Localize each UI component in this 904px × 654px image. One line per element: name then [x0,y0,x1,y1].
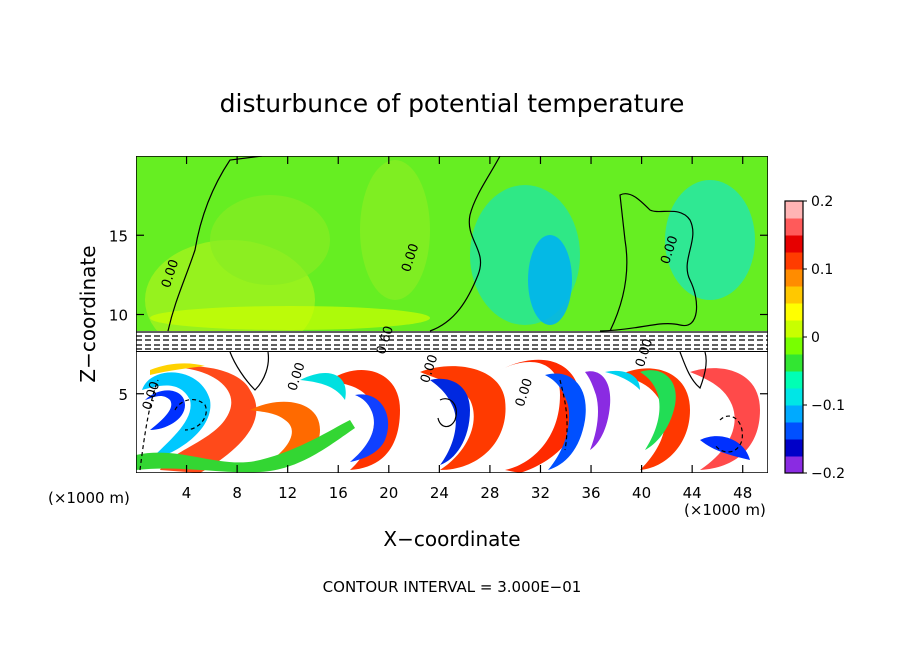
z-tick-label: 10 [109,307,128,325]
red-plume-1 [150,366,257,473]
colorbar-swatch [785,354,803,372]
green-band [136,420,355,473]
colorbar-swatch [785,218,803,236]
warm-patch-left-top [210,195,330,285]
x-tick-label: 12 [278,484,297,502]
red-plume-6 [690,368,760,470]
z-tick-label: 15 [109,227,128,245]
blue-plume-6 [700,436,750,460]
x-tick-label: 24 [430,484,449,502]
colorbar-swatch [785,235,803,253]
plot-area [136,156,768,473]
cool-patch-core [528,235,572,325]
x-tick-label: 36 [581,484,600,502]
red-arc-mid [330,370,400,470]
blue-ring-1 [145,390,185,430]
colorbar-swatch [785,303,803,321]
x-unit-right: (×1000 m) [684,501,766,519]
purple-core [585,371,611,450]
z-axis-label: Z−coordinate [76,245,100,382]
x-tick-label: 8 [232,484,242,502]
colorbar-swatch [785,337,803,355]
x-tick-label: 32 [531,484,550,502]
yellow-rim [150,363,205,375]
green-plume-5 [640,370,676,450]
x-tick-label: 28 [480,484,499,502]
contour-interval-footer: CONTOUR INTERVAL = 3.000E−01 [323,578,582,596]
x-unit-left: (×1000 m) [48,489,130,507]
cyan-ring-1 [142,372,211,460]
x-tick-label: 20 [379,484,398,502]
colorbar-swatch [785,405,803,423]
colorbar-swatch [785,320,803,338]
cyan-arc-mid [300,372,346,400]
contour-lines [139,156,743,471]
chart-title: disturbunce of potential temperature [220,89,685,118]
x-tick-label: 48 [733,484,752,502]
colorbar-swatch [785,201,803,219]
colorbar-swatch [785,456,803,474]
colorbar-swatch [785,252,803,270]
x-tick-label: 44 [683,484,702,502]
colorbar-tick-label: −0.2 [811,466,845,482]
colorbar-swatch [785,388,803,406]
blue-plume-3 [430,378,470,465]
lower-field [136,352,768,473]
x-tick-label: 4 [182,484,192,502]
colorbar-tick-label: 0.2 [811,194,833,210]
colorbar-swatch [785,439,803,457]
colorbar: 0.2 0.1 0 −0.1 −0.2 [784,194,845,482]
x-axis-label: X−coordinate [383,527,520,551]
red-plume-3 [420,366,506,470]
colorbar-tick-label: −0.1 [811,398,845,414]
z-tick-label: 5 [118,386,128,404]
x-tick-label: 16 [329,484,348,502]
cyan-rim-right [605,370,640,390]
colorbar-tick-label: 0.1 [811,262,833,278]
colorbar-tick-label: 0 [811,330,820,346]
warm-strip-low [150,306,430,330]
blue-arc-mid [350,394,389,462]
colorbar-swatch [785,269,803,287]
colorbar-swatch [785,371,803,389]
x-axis: 4 8 12 16 20 24 28 32 36 40 44 48 [182,156,752,502]
colorbar-swatch [785,286,803,304]
z-axis: 5 10 15 [109,227,768,404]
colorbar-swatch [785,422,803,440]
x-tick-label: 40 [632,484,651,502]
blue-plume-4 [545,373,586,470]
warm-patch-mid [360,160,430,300]
